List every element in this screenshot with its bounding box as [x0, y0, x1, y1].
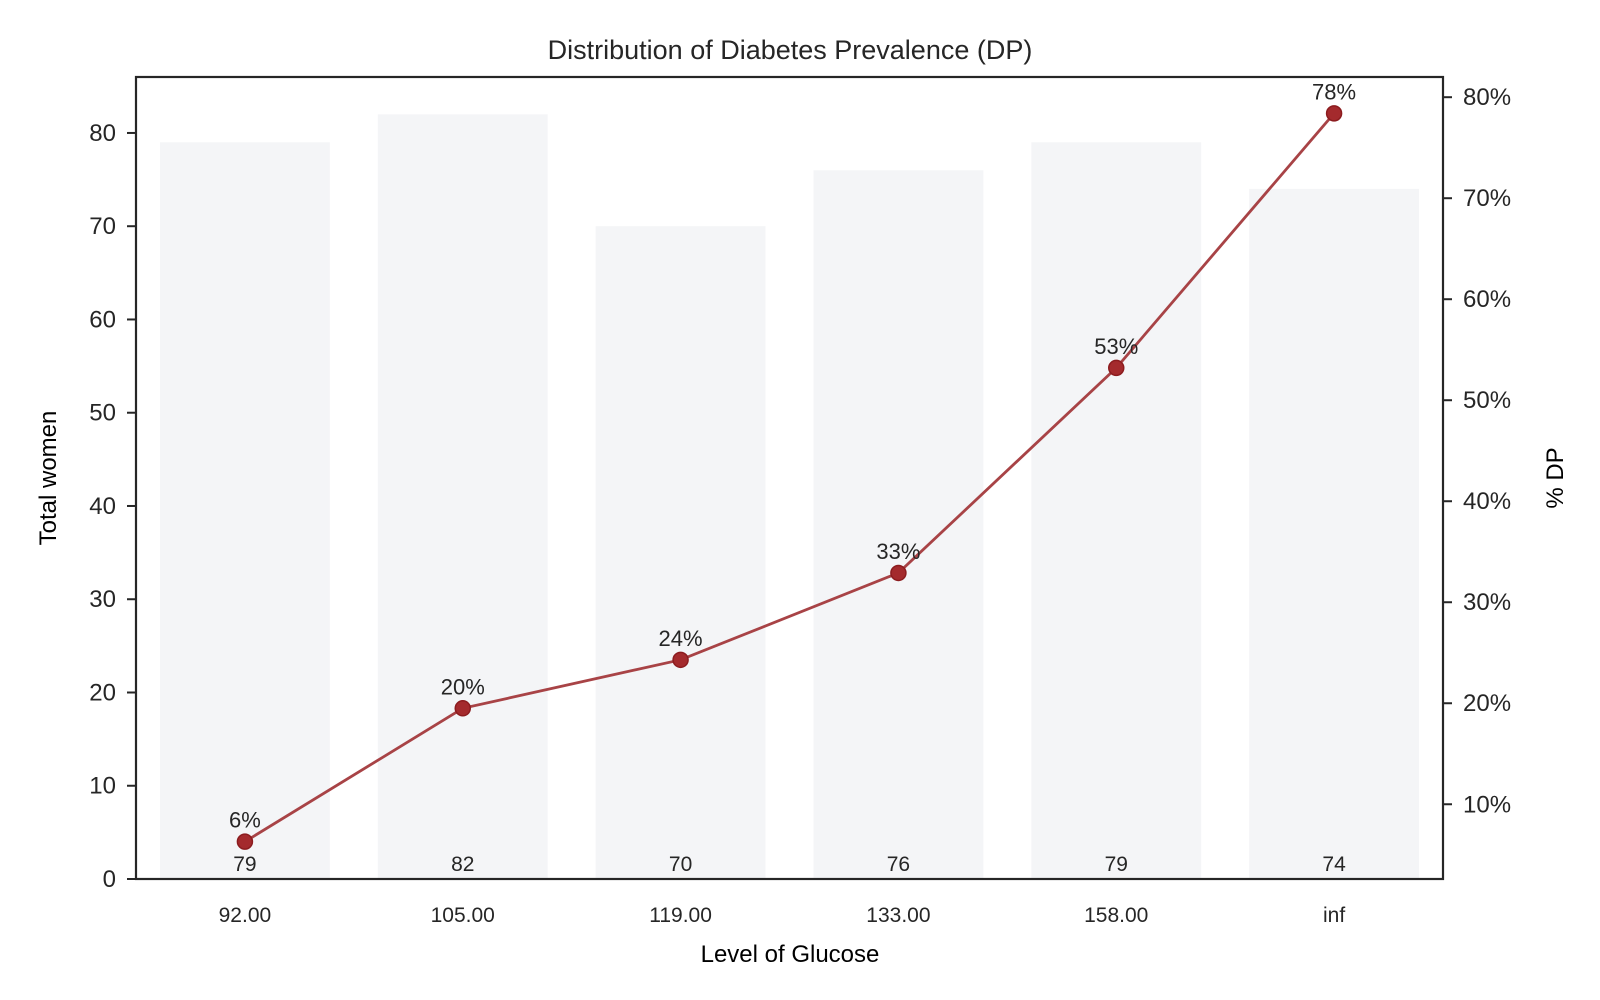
- x-tick-label-3: 133.00: [866, 904, 930, 927]
- y-tick-label-3: 30: [89, 586, 116, 613]
- x-axis: 92.00 105.00 119.00 133.00 158.00 inf: [219, 904, 1346, 927]
- y-tick-label-7: 70: [89, 213, 116, 240]
- y-tick-label-4: 40: [89, 493, 116, 520]
- count-label-4: 79: [1105, 853, 1128, 876]
- y-tick-label-6: 60: [89, 306, 116, 333]
- y-axis-right: 10% 20% 30% 40% 50% 60% 70% 80%: [1443, 84, 1511, 818]
- x-tick-label-0: 92.00: [219, 904, 272, 927]
- y-tick-label-0: 0: [103, 866, 116, 893]
- y2-tick-label-5: 60%: [1463, 286, 1511, 313]
- y2-tick-label-3: 40%: [1463, 488, 1511, 515]
- dp-point-3: [890, 564, 907, 582]
- y-tick-label-8: 80: [89, 120, 116, 147]
- y-tick-label-1: 10: [89, 773, 116, 800]
- y-tick-label-2: 20: [89, 679, 116, 706]
- y2-tick-label-0: 10%: [1463, 791, 1511, 818]
- pct-label-1: 20%: [441, 674, 485, 699]
- y2-tick-label-6: 70%: [1463, 185, 1511, 212]
- count-label-0: 79: [233, 853, 256, 876]
- bars: [159, 114, 1420, 880]
- bar-3: [813, 170, 984, 880]
- x-axis-label: Level of Glucose: [701, 941, 880, 968]
- dp-point-1: [454, 700, 471, 717]
- y2-tick-label-2: 30%: [1463, 589, 1511, 616]
- pct-label-5: 78%: [1312, 79, 1356, 104]
- y2-tick-label-1: 20%: [1463, 690, 1511, 717]
- y2-tick-label-7: 80%: [1463, 84, 1511, 111]
- pct-label-3: 33%: [876, 539, 920, 564]
- bar-1: [377, 114, 548, 880]
- count-label-1: 82: [451, 853, 474, 876]
- y-tick-label-5: 50: [89, 400, 116, 427]
- x-tick-label-4: 158.00: [1084, 904, 1148, 927]
- y2-axis-label: % DP: [1542, 447, 1569, 508]
- pct-label-4: 53%: [1094, 334, 1138, 359]
- x-tick-label-5: inf: [1323, 904, 1345, 927]
- y-axis-left: 0 10 20 30 40 50 60 70 80: [89, 120, 136, 893]
- x-tick-label-2: 119.00: [649, 904, 712, 927]
- bar-5: [1249, 188, 1420, 879]
- dp-point-0: [236, 833, 254, 850]
- bar-4: [1031, 142, 1202, 880]
- y2-tick-label-4: 50%: [1463, 387, 1511, 414]
- pct-label-2: 24%: [659, 626, 703, 651]
- x-tick-label-1: 105.00: [431, 904, 495, 927]
- dp-line: [244, 112, 1336, 843]
- count-label-5: 74: [1322, 853, 1346, 876]
- y-axis-label: Total women: [35, 411, 62, 546]
- dp-point-4: [1108, 359, 1125, 377]
- dp-line-series: [236, 105, 1343, 850]
- bar-2: [595, 226, 766, 880]
- count-label-3: 76: [887, 853, 910, 876]
- count-label-2: 70: [669, 853, 692, 876]
- dp-point-5: [1325, 105, 1343, 122]
- bar-0: [159, 142, 330, 880]
- plot-frame: [134, 75, 1445, 881]
- pct-labels: 6% 20% 24% 33% 53% 78%: [229, 79, 1356, 832]
- chart-title: Distribution of Diabetes Prevalence (DP): [548, 35, 1033, 65]
- pct-label-0: 6%: [229, 808, 261, 833]
- dp-point-2: [672, 651, 689, 669]
- count-labels: 79 82 70 76 79 74: [233, 853, 1346, 876]
